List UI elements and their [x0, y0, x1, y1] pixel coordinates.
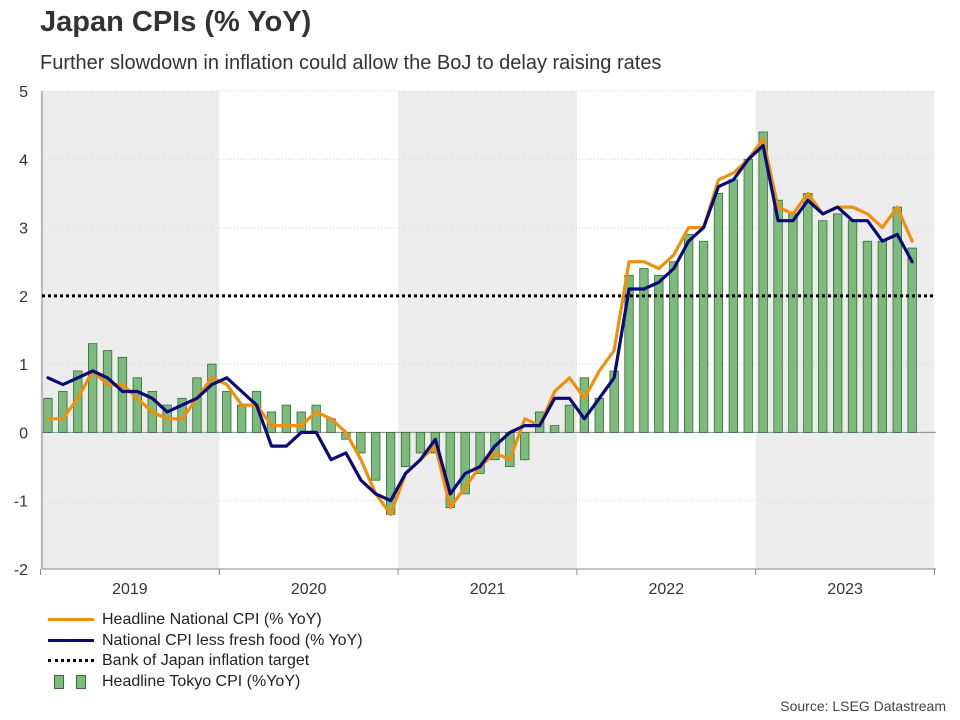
- tokyo-cpi-bar: [773, 199, 783, 433]
- tokyo-cpi-bar: [58, 391, 68, 433]
- tokyo-cpi-bar: [117, 356, 128, 433]
- y-tick-label--1: -1: [14, 494, 28, 511]
- legend-label-target: Bank of Japan inflation target: [102, 652, 310, 670]
- tokyo-cpi-bar: [400, 432, 411, 467]
- legend-swatch-target: [48, 651, 98, 671]
- legend-label-core: National CPI less fresh food (% YoY): [102, 631, 363, 649]
- tokyo-cpi-bar: [639, 268, 649, 433]
- tokyo-cpi-bar: [818, 220, 828, 433]
- tokyo-cpi-bar: [222, 391, 232, 433]
- tokyo-cpi-bar: [460, 432, 470, 495]
- tokyo-cpi-bar: [654, 274, 664, 433]
- y-tick-label--2: -2: [14, 562, 28, 579]
- tokyo-cpi-bar: [520, 432, 530, 461]
- tokyo-cpi-bar: [624, 274, 634, 433]
- legend-swatch-tokyo: [48, 672, 98, 692]
- x-tick-label-2020: 2020: [291, 581, 327, 598]
- x-tick-label-2021: 2021: [470, 581, 506, 598]
- tokyo-cpi-bar: [356, 432, 366, 454]
- year-band-2019: [40, 91, 220, 569]
- core-national-cpi-line: [46, 144, 914, 503]
- tokyo-cpi-bar: [564, 404, 575, 433]
- tokyo-cpi-bar: [43, 397, 53, 433]
- tokyo-cpi-bar: [758, 131, 768, 433]
- x-tick-label-2022: 2022: [649, 581, 685, 598]
- tokyo-cpi-bar: [669, 261, 679, 433]
- tokyo-cpi-bar: [88, 343, 98, 433]
- tokyo-cpi-bar: [475, 432, 485, 474]
- legend-item-target: Bank of Japan inflation target: [48, 651, 363, 672]
- tokyo-cpi-bar: [788, 213, 798, 433]
- tokyo-cpi-bar: [549, 425, 560, 433]
- chart-subtitle: Further slowdown in inflation could allo…: [40, 52, 662, 74]
- legend: Headline National CPI (% YoY) National C…: [48, 610, 363, 692]
- source-note: Source: LSEG Datastream: [780, 698, 946, 714]
- tokyo-cpi-bar: [415, 432, 426, 454]
- legend-item-tokyo: Headline Tokyo CPI (%YoY): [48, 672, 363, 693]
- y-tick-label-0: 0: [19, 425, 28, 442]
- tokyo-cpi-bar: [698, 240, 709, 433]
- x-tick-label-2019: 2019: [112, 581, 148, 598]
- tokyo-cpi-bar: [907, 247, 917, 433]
- tokyo-cpi-bar: [371, 432, 381, 481]
- tokyo-cpi-bar: [579, 377, 589, 433]
- legend-swatch-core: [48, 631, 98, 651]
- y-tick-label-3: 3: [19, 221, 28, 238]
- year-band-2023: [755, 91, 935, 569]
- tokyo-cpi-bar: [236, 404, 247, 433]
- tokyo-cpi-bar: [207, 363, 217, 433]
- y-tick-label-2: 2: [19, 289, 28, 306]
- legend-item-headline: Headline National CPI (% YoY): [48, 610, 363, 631]
- legend-item-core: National CPI less fresh food (% YoY): [48, 631, 363, 652]
- tokyo-cpi-bar: [102, 350, 113, 433]
- tokyo-cpi-bar: [132, 377, 143, 433]
- y-tick-label-4: 4: [19, 152, 28, 169]
- legend-label-headline: Headline National CPI (% YoY): [102, 611, 322, 629]
- tokyo-cpi-bar: [684, 233, 694, 433]
- chart-title: Japan CPIs (% YoY): [40, 6, 312, 38]
- tokyo-cpi-bar: [713, 193, 724, 433]
- legend-label-tokyo: Headline Tokyo CPI (%YoY): [102, 672, 301, 690]
- x-tick-label-2023: 2023: [827, 581, 863, 598]
- year-band-2021: [398, 91, 577, 569]
- tokyo-cpi-bar: [803, 193, 813, 433]
- tokyo-cpi-bar: [877, 240, 887, 433]
- legend-swatch-headline: [48, 610, 98, 630]
- tokyo-cpi-bar: [728, 179, 738, 433]
- y-tick-label-5: 5: [19, 84, 28, 101]
- y-tick-label-1: 1: [19, 357, 28, 374]
- tokyo-cpi-bar: [311, 404, 321, 433]
- tokyo-cpi-bar: [847, 220, 858, 433]
- tokyo-cpi-bar: [281, 404, 292, 433]
- tokyo-cpi-bar: [862, 240, 873, 433]
- tokyo-cpi-bar: [833, 213, 843, 433]
